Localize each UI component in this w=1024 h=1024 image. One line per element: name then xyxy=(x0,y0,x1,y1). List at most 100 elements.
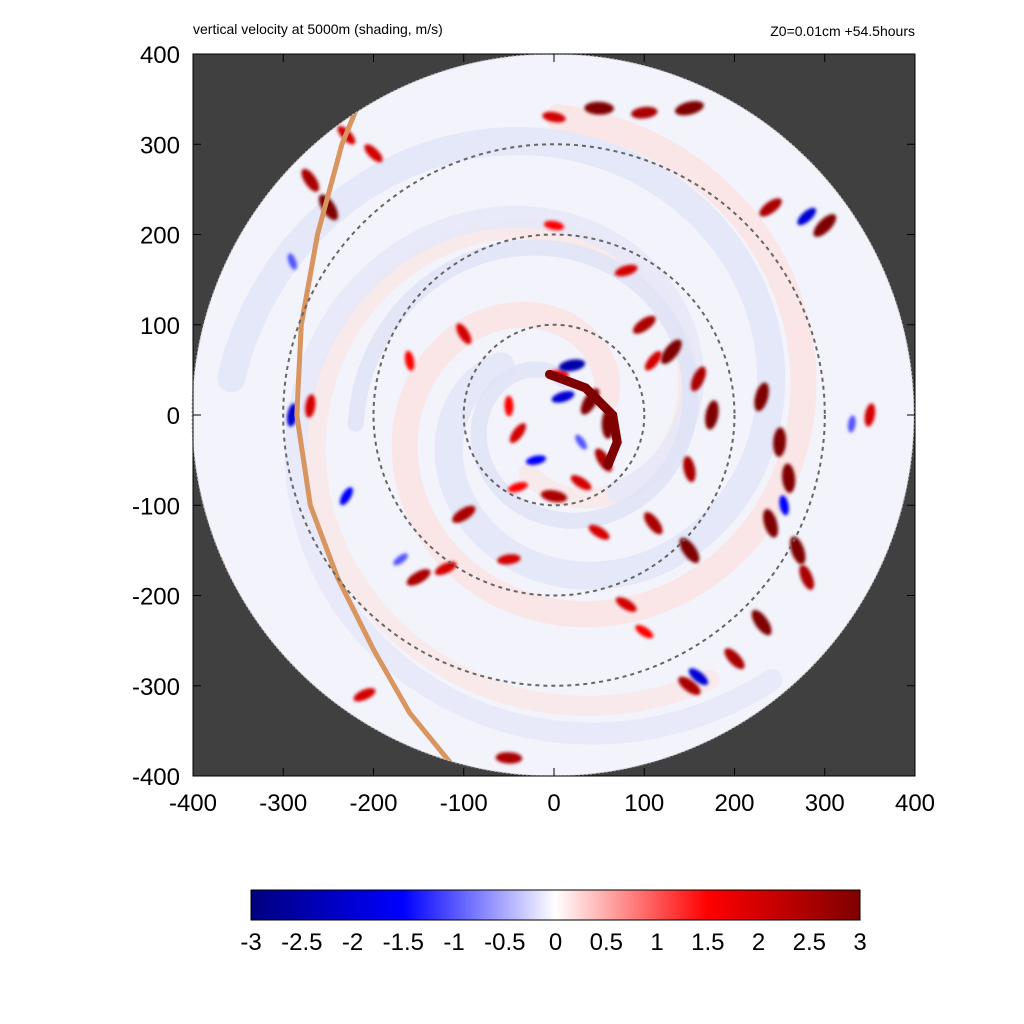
colorbar-tick-label: 1 xyxy=(650,929,663,956)
velocity-cell xyxy=(679,537,700,564)
velocity-cell xyxy=(660,339,682,365)
colorbar xyxy=(250,889,861,921)
velocity-cell xyxy=(406,569,431,586)
colorbar-tick-label: 2 xyxy=(752,929,765,956)
colorbar-tick-label: 2.5 xyxy=(793,929,826,956)
y-tick-label: 300 xyxy=(140,132,180,159)
velocity-cell xyxy=(799,564,815,590)
colorbar-tick-label: -2 xyxy=(342,929,363,956)
velocity-cell xyxy=(789,536,806,565)
velocity-cell xyxy=(644,351,662,371)
velocity-cell xyxy=(509,423,527,444)
swirl-bands xyxy=(217,104,817,745)
y-tick-label: -400 xyxy=(132,764,180,791)
velocity-cell xyxy=(570,475,592,491)
chart-subtitle: Z0=0.01cm +54.5hours xyxy=(770,23,915,39)
velocity-cell xyxy=(782,463,796,493)
range-ring xyxy=(462,323,646,507)
velocity-field xyxy=(217,69,876,765)
velocity-cell xyxy=(632,315,656,334)
velocity-cell xyxy=(644,512,663,535)
coastline xyxy=(294,69,453,765)
velocity-cell xyxy=(543,220,565,231)
x-tick-label: 0 xyxy=(547,790,560,817)
velocity-cell xyxy=(305,394,316,418)
swirl-band xyxy=(347,239,699,529)
velocity-cell xyxy=(751,609,772,636)
velocity-cell xyxy=(724,648,745,670)
velocity-cell xyxy=(339,487,353,506)
velocity-cell xyxy=(705,400,719,430)
velocity-cell xyxy=(558,359,586,372)
velocity-cell xyxy=(763,508,779,538)
colorbar-tick-label: 0 xyxy=(549,929,562,956)
velocity-cell xyxy=(301,168,320,192)
velocity-cell xyxy=(575,434,587,450)
velocity-cell xyxy=(540,490,568,503)
velocity-cell xyxy=(495,752,523,764)
velocity-cell xyxy=(678,676,701,695)
colorbar-tick-label: 3 xyxy=(853,929,866,956)
velocity-cell xyxy=(683,456,696,483)
colorbar-tick-label: -0.5 xyxy=(484,929,525,956)
x-tick-label: 300 xyxy=(805,790,845,817)
velocity-cell xyxy=(631,106,658,119)
velocity-cell xyxy=(404,350,415,371)
velocity-cell xyxy=(456,323,472,345)
colorbar-ticks: -3 -2.5 -2 -1.5 -1 -0.5 0 0.5 1 1.5 2 2.5 3 xyxy=(240,929,866,956)
velocity-cell xyxy=(508,482,528,493)
colorbar-tick-label: 0.5 xyxy=(590,929,623,956)
core-updraft xyxy=(545,369,622,470)
swirl-band xyxy=(391,104,817,628)
axes: -400 -300 -200 -100 0 100 200 300 400 400 300 200 10… xyxy=(132,42,935,817)
x-tick-label: -400 xyxy=(169,790,217,817)
velocity-cell xyxy=(497,554,521,565)
velocity-cell xyxy=(287,253,297,270)
chart-title: vertical velocity at 5000m (shading, m/s… xyxy=(193,21,443,37)
velocity-cell xyxy=(364,144,383,163)
velocity-cell xyxy=(504,395,514,417)
velocity-cell xyxy=(452,505,476,523)
y-tick-label: 0 xyxy=(167,403,180,430)
y-tick-label: -300 xyxy=(132,674,180,701)
x-tick-label: -300 xyxy=(259,790,307,817)
y-tick-label: -200 xyxy=(132,584,180,611)
velocity-cell xyxy=(674,101,704,116)
y-tick-label: 400 xyxy=(140,42,180,69)
y-tick-label: 100 xyxy=(140,313,180,340)
velocity-cell xyxy=(542,111,566,123)
range-ring xyxy=(372,233,736,597)
y-tick-label: -100 xyxy=(132,493,180,520)
velocity-cell xyxy=(690,366,706,392)
colorbar-tick-label: -3 xyxy=(240,929,261,956)
velocity-cell xyxy=(434,561,457,576)
x-tick-label: -200 xyxy=(349,790,397,817)
velocity-cell xyxy=(584,101,614,115)
velocity-cell xyxy=(615,597,637,612)
velocity-cell xyxy=(688,668,709,686)
velocity-cell xyxy=(588,524,610,540)
colorbar-tick-label: -1.5 xyxy=(383,929,424,956)
velocity-cell xyxy=(773,427,787,457)
velocity-cell xyxy=(847,415,856,433)
velocity-cell xyxy=(779,495,789,516)
range-rings xyxy=(282,143,826,687)
colorbar-tick-label: 1.5 xyxy=(691,929,724,956)
range-ring xyxy=(282,143,826,687)
swirl-band xyxy=(217,126,786,590)
velocity-cell xyxy=(318,194,339,221)
x-tick-label: 200 xyxy=(714,790,754,817)
x-tick-label: 100 xyxy=(624,790,664,817)
velocity-cell xyxy=(353,688,376,702)
velocity-cell xyxy=(813,214,837,237)
y-tick-label: 200 xyxy=(140,223,180,250)
velocity-cell xyxy=(754,382,769,412)
velocity-cell xyxy=(759,198,782,217)
velocity-cell xyxy=(614,264,638,277)
colorbar-tick-label: -1 xyxy=(443,929,464,956)
colorbar-tick-label: -2.5 xyxy=(281,929,322,956)
velocity-cell xyxy=(797,207,817,226)
velocity-cell xyxy=(525,455,547,465)
velocity-cell xyxy=(864,403,876,427)
